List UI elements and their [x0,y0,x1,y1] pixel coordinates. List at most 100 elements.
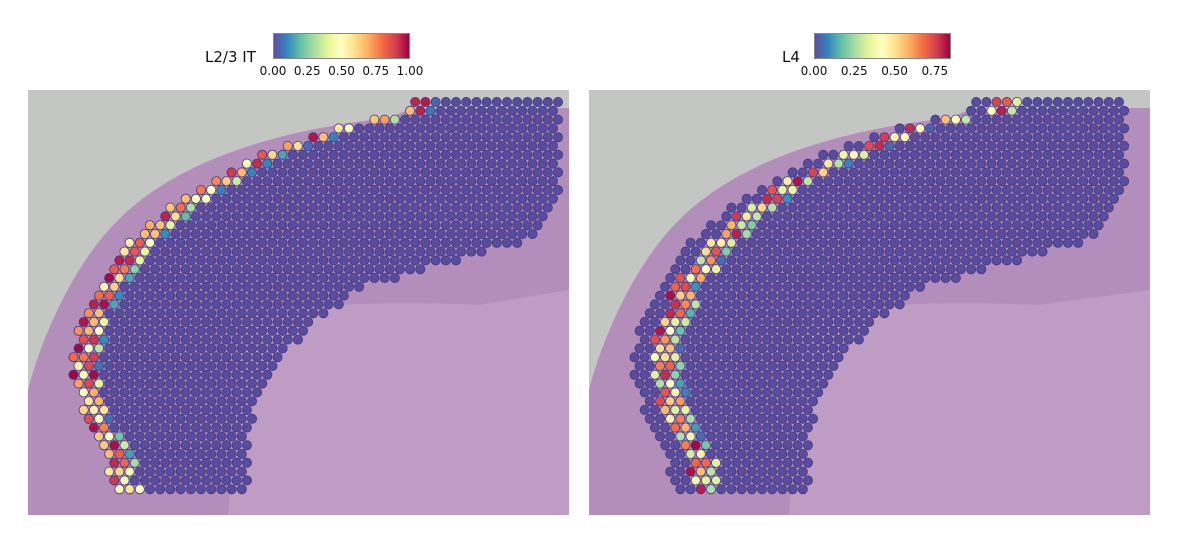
spot [782,387,793,398]
spot [450,97,461,107]
spot [746,290,757,301]
spot [99,316,110,327]
spot [119,281,130,292]
spot [858,149,869,160]
spot [930,220,941,231]
spot [532,132,543,143]
spot [338,272,349,283]
spot [170,299,181,310]
spot [940,167,951,178]
spot [828,360,839,371]
spot [471,185,482,196]
spot [848,167,859,178]
spot [736,413,747,424]
spot [833,211,844,222]
spot [1001,255,1012,266]
spot [869,220,880,231]
spot [991,202,1002,213]
spot [950,185,961,196]
spot [690,404,701,415]
spot [231,176,242,187]
spot [211,211,222,222]
spot [1078,228,1089,239]
spot [318,237,329,248]
spot [879,220,890,231]
spot [190,299,201,310]
spot [904,141,915,152]
spot [461,167,472,178]
spot [920,255,931,266]
spot [155,237,166,248]
spot [741,475,752,486]
spot [236,272,247,283]
spot [879,185,890,196]
spot [935,211,946,222]
spot [700,457,711,468]
spot [303,158,314,169]
spot [700,387,711,398]
spot [226,290,237,301]
spot [792,387,803,398]
spot [915,246,926,257]
spot [226,431,237,442]
spot [807,290,818,301]
spot [955,211,966,222]
spot [522,97,533,107]
spot [236,448,247,459]
spot [333,228,344,239]
spot [145,396,156,407]
spot [649,334,660,345]
spot [721,369,732,380]
spot [185,378,196,389]
spot [486,211,497,222]
spot [267,202,278,213]
spot [792,246,803,257]
spot [374,211,385,222]
spot [211,264,222,275]
spot [175,378,186,389]
spot [665,290,676,301]
spot [762,193,773,204]
spot [236,220,247,231]
spot [818,360,829,371]
spot [522,220,533,231]
spot [695,378,706,389]
spot [170,387,181,398]
spot [909,149,920,160]
spot [787,255,798,266]
spot [348,167,359,178]
spot [874,211,885,222]
spot [496,193,507,204]
spot [1001,220,1012,231]
spot [751,299,762,310]
spot [807,255,818,266]
spot [736,360,747,371]
spot [670,475,681,486]
spot [389,220,400,231]
spot [823,352,834,363]
spot [762,422,773,433]
spot [665,413,676,424]
spot [680,281,691,292]
spot [772,246,783,257]
spot [782,299,793,310]
spot [364,228,375,239]
spot [257,167,268,178]
spot [257,237,268,248]
spot [756,308,767,319]
spot [721,228,732,239]
spot [971,237,982,248]
spot [216,308,227,319]
spot [986,211,997,222]
spot [746,360,757,371]
spot [772,404,783,415]
spot [522,132,533,143]
spot [216,431,227,442]
spot [185,290,196,301]
spot [991,97,1002,107]
spot [787,272,798,283]
spot [185,272,196,283]
spot [869,308,880,319]
spot [823,334,834,345]
spot [399,114,410,125]
